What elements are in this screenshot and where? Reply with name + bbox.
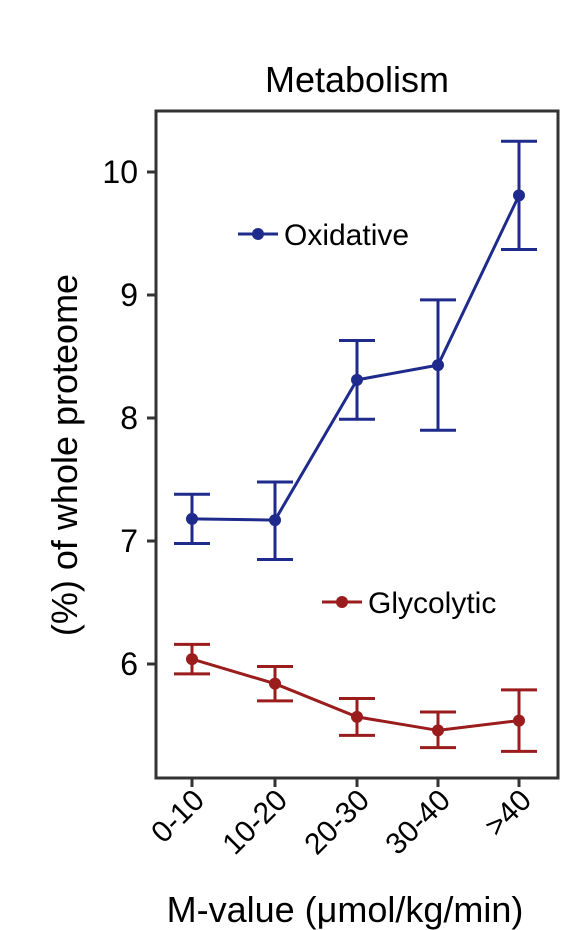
x-tick-label: >40 <box>479 784 538 843</box>
x-tick-label: 20-30 <box>298 784 376 862</box>
chart-title: Metabolism <box>265 59 449 100</box>
series-oxidative <box>174 139 537 561</box>
y-tick-label: 9 <box>120 277 138 313</box>
legend: Oxidative Glycolytic <box>238 219 496 620</box>
legend-item-oxidative: Oxidative <box>238 219 409 252</box>
legend-marker <box>252 228 264 240</box>
y-axis: 6 7 8 9 10 <box>102 154 156 682</box>
data-point <box>513 189 525 202</box>
data-point <box>186 653 198 666</box>
data-point <box>432 359 444 372</box>
data-point <box>351 710 363 723</box>
legend-label: Glycolytic <box>368 587 496 620</box>
x-tick-label: 30-40 <box>379 784 457 862</box>
data-point <box>269 677 281 690</box>
data-point <box>269 514 281 527</box>
legend-label: Oxidative <box>284 219 409 252</box>
x-axis: 0-10 10-20 20-30 30-40 >40 <box>145 778 538 861</box>
y-tick-label: 10 <box>102 154 138 190</box>
x-tick-label: 10-20 <box>216 784 294 862</box>
data-point <box>351 373 363 386</box>
x-axis-title: M-value (μmol/kg/min) <box>167 889 524 930</box>
y-tick-label: 8 <box>120 400 138 436</box>
data-point <box>513 714 525 727</box>
plot-frame <box>154 109 560 780</box>
y-axis-title: (%) of whole proteome <box>44 274 85 636</box>
data-point <box>186 512 198 525</box>
legend-item-glycolytic: Glycolytic <box>322 587 496 620</box>
x-tick-label: 0-10 <box>145 784 211 850</box>
legend-marker <box>336 596 348 608</box>
series-group <box>174 139 537 753</box>
data-point <box>432 724 444 737</box>
y-tick-label: 7 <box>120 523 138 559</box>
y-tick-label: 6 <box>120 646 138 682</box>
series-glycolytic <box>174 642 537 753</box>
